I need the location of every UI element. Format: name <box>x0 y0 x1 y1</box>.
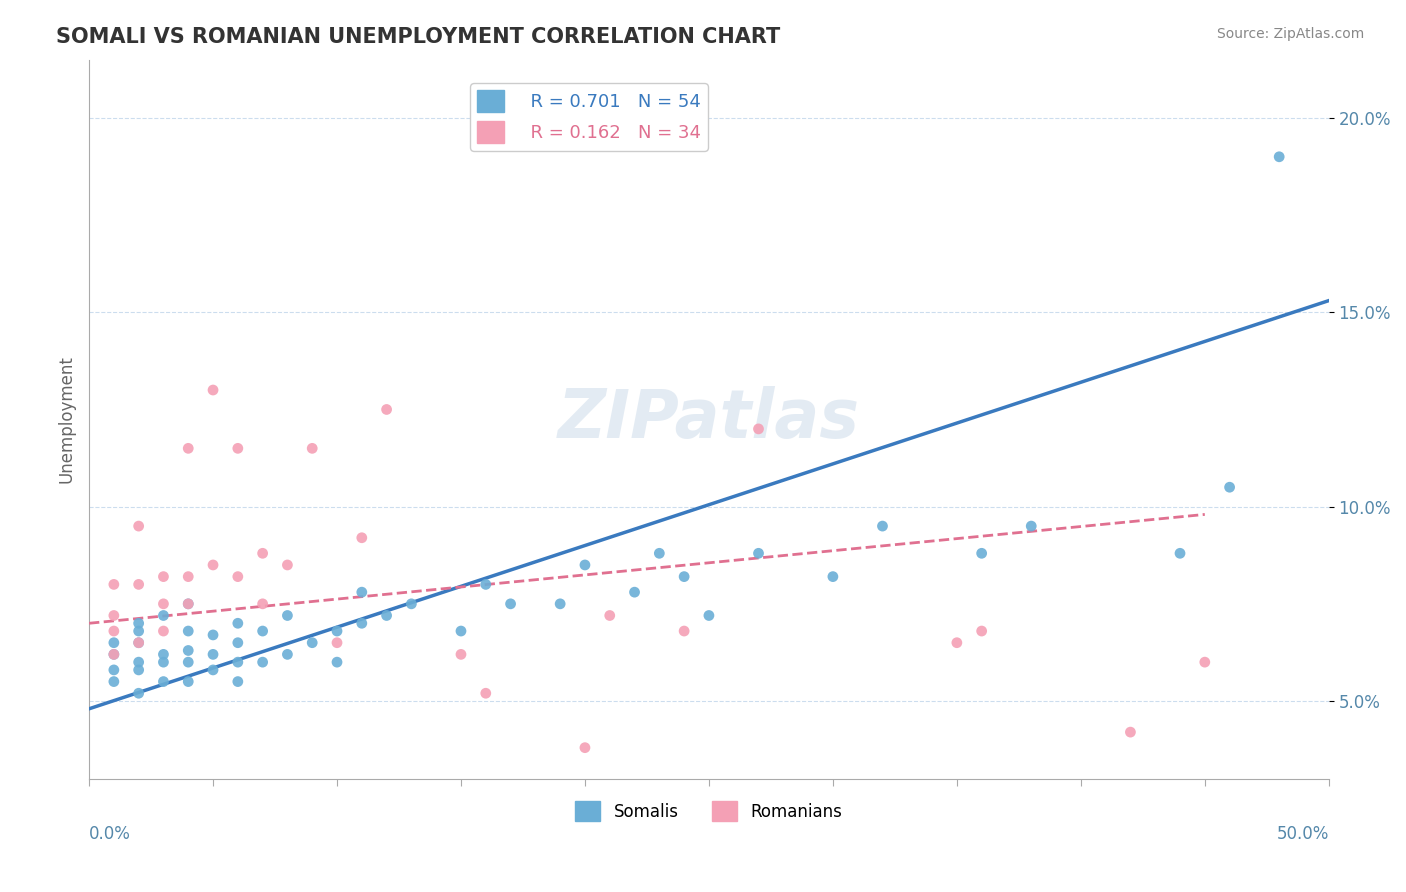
Point <box>1268 150 1291 164</box>
Point <box>252 546 274 560</box>
Point <box>128 577 150 591</box>
Point <box>177 597 200 611</box>
Point <box>177 674 200 689</box>
Point <box>350 585 373 599</box>
Point <box>128 663 150 677</box>
Point <box>252 624 274 638</box>
Point <box>177 569 200 583</box>
Point <box>103 636 125 650</box>
Point <box>128 519 150 533</box>
Point <box>177 597 200 611</box>
Point <box>499 597 522 611</box>
Point <box>226 442 249 456</box>
Point <box>1168 546 1191 560</box>
Point <box>103 608 125 623</box>
Point <box>673 624 696 638</box>
Point <box>946 636 969 650</box>
Point <box>1019 519 1042 533</box>
Point <box>103 674 125 689</box>
Point <box>226 674 249 689</box>
Point <box>450 624 472 638</box>
Point <box>128 636 150 650</box>
Point <box>548 597 571 611</box>
Point <box>1219 480 1241 494</box>
Point <box>1194 655 1216 669</box>
Point <box>747 422 769 436</box>
Point <box>202 648 225 662</box>
Point <box>475 577 498 591</box>
Point <box>821 569 844 583</box>
Point <box>648 546 671 560</box>
Point <box>226 569 249 583</box>
Point <box>475 686 498 700</box>
Point <box>350 531 373 545</box>
Text: Source: ZipAtlas.com: Source: ZipAtlas.com <box>1216 27 1364 41</box>
Point <box>226 636 249 650</box>
Point <box>177 442 200 456</box>
Point <box>128 616 150 631</box>
Point <box>103 663 125 677</box>
Point <box>276 608 298 623</box>
Point <box>574 740 596 755</box>
Point <box>128 686 150 700</box>
Point <box>350 616 373 631</box>
Point <box>152 569 174 583</box>
Point <box>202 663 225 677</box>
Point <box>301 636 323 650</box>
Point <box>375 608 398 623</box>
Point <box>177 624 200 638</box>
Point <box>673 569 696 583</box>
Point <box>252 597 274 611</box>
Point <box>177 655 200 669</box>
Text: ZIPatlas: ZIPatlas <box>558 386 860 452</box>
Point <box>103 577 125 591</box>
Point <box>177 643 200 657</box>
Point <box>276 648 298 662</box>
Point <box>1119 725 1142 739</box>
Point <box>226 655 249 669</box>
Text: SOMALI VS ROMANIAN UNEMPLOYMENT CORRELATION CHART: SOMALI VS ROMANIAN UNEMPLOYMENT CORRELAT… <box>56 27 780 46</box>
Point <box>697 608 720 623</box>
Point <box>152 674 174 689</box>
Point <box>128 655 150 669</box>
Point <box>401 597 423 611</box>
Point <box>623 585 645 599</box>
Point <box>202 628 225 642</box>
Point <box>599 608 621 623</box>
Point <box>152 648 174 662</box>
Y-axis label: Unemployment: Unemployment <box>58 355 75 483</box>
Point <box>226 616 249 631</box>
Point <box>326 636 349 650</box>
Point <box>103 624 125 638</box>
Point <box>103 648 125 662</box>
Point <box>872 519 894 533</box>
Point <box>326 655 349 669</box>
Point <box>375 402 398 417</box>
Point <box>301 442 323 456</box>
Point <box>152 597 174 611</box>
Point <box>252 655 274 669</box>
Point <box>574 558 596 572</box>
Point <box>970 546 993 560</box>
Point <box>152 624 174 638</box>
Point <box>152 655 174 669</box>
Point <box>276 558 298 572</box>
Text: 50.0%: 50.0% <box>1277 825 1329 844</box>
Point <box>970 624 993 638</box>
Point <box>326 624 349 638</box>
Legend: Somalis, Romanians: Somalis, Romanians <box>569 794 849 828</box>
Point <box>152 608 174 623</box>
Point <box>202 558 225 572</box>
Point <box>450 648 472 662</box>
Point <box>128 624 150 638</box>
Point <box>128 636 150 650</box>
Point <box>747 546 769 560</box>
Text: 0.0%: 0.0% <box>89 825 131 844</box>
Point <box>202 383 225 397</box>
Point <box>103 648 125 662</box>
